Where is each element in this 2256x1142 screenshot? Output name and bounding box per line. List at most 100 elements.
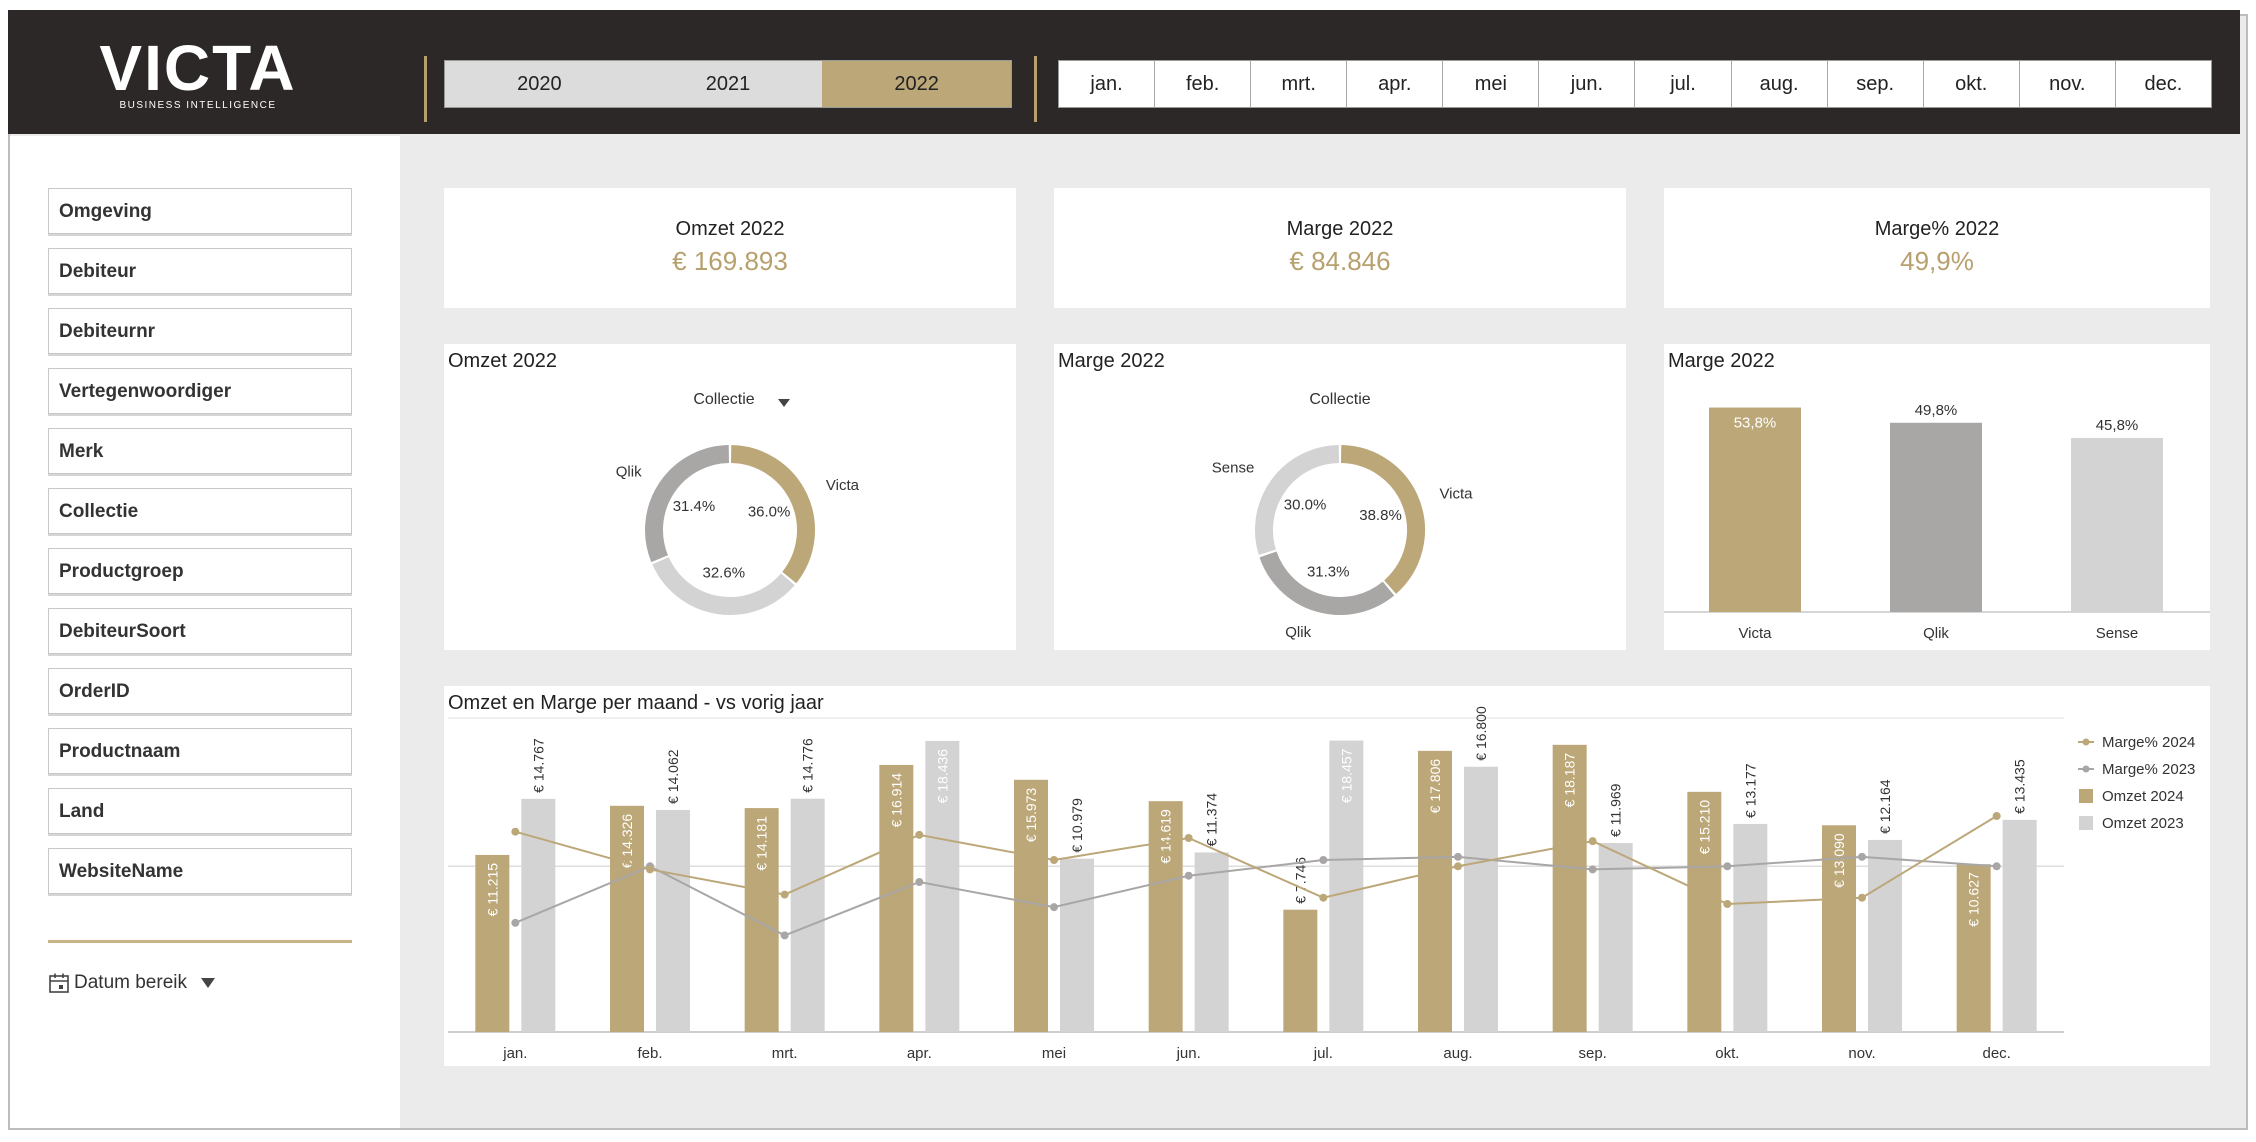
line-point[interactable] [780, 890, 789, 899]
line-point[interactable] [915, 830, 924, 839]
line-point[interactable] [1050, 903, 1058, 912]
month-button[interactable]: nov. [2020, 61, 2116, 107]
month-button[interactable]: dec. [2144, 72, 2183, 95]
filter-orderid[interactable]: OrderID [48, 668, 352, 714]
filter-collectie[interactable]: Collectie [48, 488, 352, 534]
bar-omzet-2023[interactable] [2002, 819, 2037, 1032]
kpi-title: Marge% 2022 [1874, 218, 2000, 240]
bar-victa[interactable] [1709, 407, 1801, 612]
year-button-2022[interactable]: 2022 [822, 61, 1012, 107]
line-point[interactable] [1723, 900, 1732, 908]
bar-omzet-2024[interactable] [475, 854, 510, 1032]
line-point[interactable] [1992, 812, 2001, 820]
line-point[interactable] [1858, 852, 1866, 861]
line-point[interactable] [1454, 852, 1462, 861]
bar-qlik[interactable] [1890, 422, 1982, 612]
month-axis-label: feb. [637, 1045, 662, 1062]
filter-merk[interactable]: Merk [48, 428, 352, 474]
line-point[interactable] [1588, 837, 1597, 846]
bar-omzet-2024[interactable] [879, 764, 914, 1032]
donut-slice[interactable] [1255, 445, 1340, 555]
date-range-dropdown[interactable]: Datum bereik [48, 972, 215, 994]
month-button[interactable]: mei [1443, 61, 1540, 107]
month-button[interactable]: sep. [1828, 61, 1924, 107]
omzet-donut-chart[interactable]: Collectie 36.0% Victa 32.6% 31.4% Qlik [444, 344, 1016, 650]
line-point[interactable] [511, 827, 520, 836]
bar-omzet-2023[interactable] [656, 809, 690, 1032]
filter-debiteur[interactable]: Debiteur [48, 248, 352, 294]
line-point[interactable] [511, 918, 520, 927]
line-point[interactable] [915, 878, 924, 886]
bar-value-label: € 10.627 [1966, 872, 1982, 927]
bar-value-label: € 11.374 [1204, 793, 1220, 847]
bar-omzet-2024[interactable] [1418, 750, 1452, 1032]
donut-slice[interactable] [1259, 551, 1395, 615]
year-button-2020[interactable]: 2020 [517, 72, 562, 95]
month-axis-label: dec. [1982, 1045, 2010, 1062]
line-point[interactable] [1992, 862, 2001, 871]
filter-land[interactable]: Land [48, 788, 352, 834]
bar-omzet-2023[interactable] [1329, 740, 1364, 1032]
line-point[interactable] [1454, 862, 1462, 871]
bar-omzet-2023[interactable] [1868, 839, 1902, 1032]
bar-omzet-2024[interactable] [1552, 744, 1587, 1032]
line-point[interactable] [1184, 871, 1193, 880]
line-point[interactable] [780, 931, 789, 940]
month-button[interactable]: apr. [1347, 61, 1444, 107]
marge-bar-chart[interactable]: 53,8% Victa 49,8% Qlik 45,8% Sense [1664, 344, 2210, 650]
marge-donut-chart[interactable]: Collectie 38.8% Victa 31.3% Qlik 30.0% Sense [1054, 344, 1626, 650]
line-point[interactable] [1050, 856, 1058, 864]
line-point[interactable] [1319, 856, 1328, 864]
bar-omzet-2023[interactable] [790, 798, 825, 1032]
legend-label[interactable]: Marge% 2023 [2102, 761, 2195, 778]
bar-omzet-2023[interactable] [1194, 852, 1229, 1032]
bar-omzet-2023[interactable] [1060, 858, 1094, 1032]
filter-debiteursoort[interactable]: DebiteurSoort [48, 608, 352, 654]
bar-omzet-2024[interactable] [744, 808, 779, 1032]
year-button-2021[interactable]: 2021 [705, 72, 751, 95]
chevron-down-icon[interactable] [778, 399, 790, 407]
filter-productnaam[interactable]: Productnaam [48, 728, 352, 774]
bar-omzet-2024[interactable] [610, 805, 644, 1032]
filter-vertegenwoordiger[interactable]: Vertegenwoordiger [48, 368, 352, 414]
month-button[interactable]: aug. [1732, 61, 1828, 107]
sidebar-divider [48, 940, 352, 943]
slice-value-label: 38.8% [1359, 507, 1402, 524]
slice-value-label: 31.3% [1307, 564, 1350, 581]
monthly-combo-chart[interactable]: € 11.215 € 14.767 jan. € 14.326 € 14.062 feb.… [444, 686, 2210, 1066]
bar-omzet-2024[interactable] [1687, 791, 1722, 1032]
legend-label[interactable]: Omzet 2024 [2102, 788, 2184, 805]
line-point[interactable] [1588, 865, 1597, 874]
filter-debiteurnr[interactable]: Debiteurnr [48, 308, 352, 354]
filter-websitename[interactable]: WebsiteName [48, 848, 352, 894]
donut-slice[interactable] [652, 556, 795, 615]
filter-omgeving[interactable]: Omgeving [48, 188, 352, 234]
filter-productgroep[interactable]: Productgroep [48, 548, 352, 594]
line-point[interactable] [1319, 893, 1328, 902]
donut-slice[interactable] [1340, 445, 1425, 594]
bar-sense[interactable] [2071, 437, 2163, 612]
month-button[interactable]: okt. [1924, 61, 2020, 107]
legend-label[interactable]: Omzet 2023 [2102, 815, 2184, 832]
line-marge-2024[interactable] [515, 815, 1998, 906]
line-point[interactable] [646, 865, 654, 874]
bar-omzet-2023[interactable] [1464, 766, 1498, 1032]
bar-omzet-2024[interactable] [1283, 909, 1318, 1032]
donut-slice[interactable] [730, 445, 815, 584]
month-axis-label: nov. [1848, 1045, 1875, 1062]
year-selector: 2020 2021 2022 [444, 60, 1012, 108]
month-button[interactable]: jan. [1059, 61, 1156, 107]
bar-value-label: € 18.187 [1562, 753, 1578, 808]
bar-omzet-2023[interactable] [1598, 843, 1633, 1032]
month-button[interactable]: jun. [1539, 61, 1636, 107]
line-point[interactable] [1858, 893, 1866, 902]
month-button[interactable]: feb. [1155, 61, 1252, 107]
line-point[interactable] [1184, 834, 1193, 842]
month-button[interactable]: mrt. [1251, 61, 1348, 107]
bar-omzet-2024[interactable] [1956, 864, 1991, 1032]
month-button[interactable]: jul. [1635, 61, 1732, 107]
bar-omzet-2023[interactable] [1733, 823, 1768, 1032]
legend-label[interactable]: Marge% 2024 [2102, 734, 2195, 751]
line-point[interactable] [1723, 862, 1732, 871]
donut-slice[interactable] [645, 445, 730, 563]
